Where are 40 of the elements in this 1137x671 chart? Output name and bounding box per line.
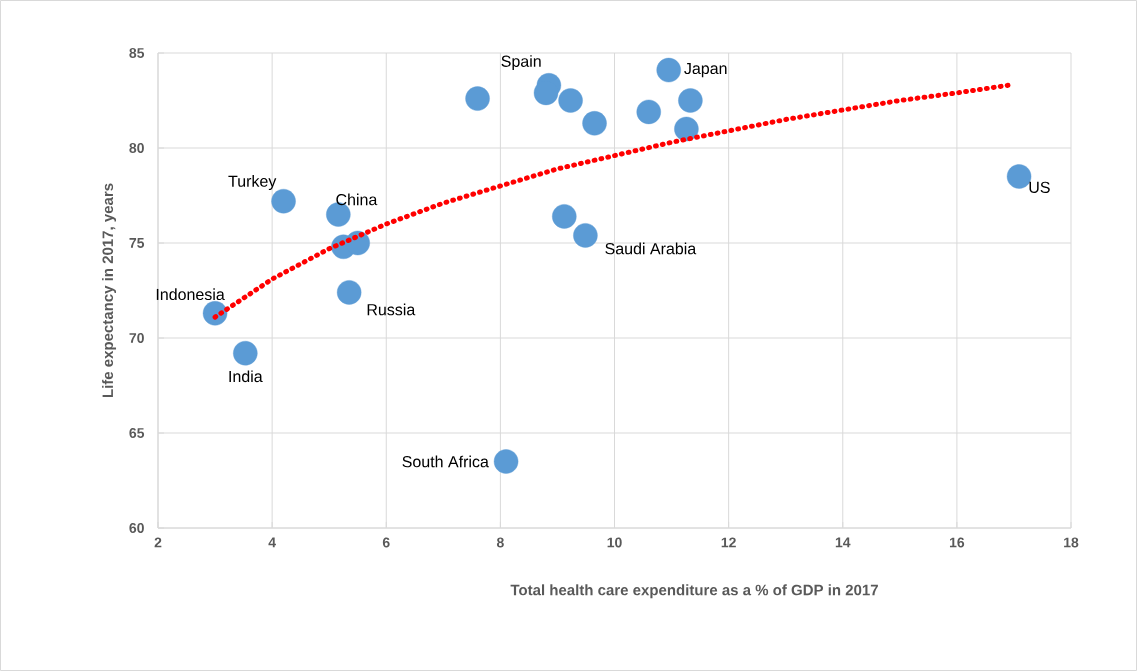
x-axis-title: Total health care expenditure as a % of GDP in 2017 xyxy=(510,584,878,599)
annotation: China xyxy=(336,193,378,206)
x-tick-label: 12 xyxy=(721,537,736,548)
point xyxy=(493,449,519,474)
point xyxy=(558,88,583,113)
annotation: Indonesia xyxy=(156,288,225,301)
x-tick-label: 10 xyxy=(607,537,622,548)
x-tick-label: 2 xyxy=(154,537,162,548)
point xyxy=(573,223,598,248)
y-tick-label: 80 xyxy=(129,143,144,153)
y-tick-label: 85 xyxy=(129,48,145,58)
point xyxy=(678,88,703,113)
annotation: India xyxy=(229,370,263,383)
y-tick-label: 65 xyxy=(129,428,145,438)
point xyxy=(552,204,577,229)
x-tick-label: 6 xyxy=(382,537,390,548)
annotation: South Africa xyxy=(402,455,489,468)
annotation: Spain xyxy=(501,55,541,71)
annotation: Japan xyxy=(684,62,727,78)
y-tick-label: 60 xyxy=(129,523,144,533)
x-tick-label: 16 xyxy=(949,537,965,548)
point xyxy=(582,111,607,136)
annotation: Turkey xyxy=(228,175,277,190)
point xyxy=(656,57,681,83)
point xyxy=(336,280,362,305)
point xyxy=(465,86,490,111)
point xyxy=(674,116,699,142)
y-tick-label: 70 xyxy=(129,333,144,343)
x-tick-label: 14 xyxy=(835,537,851,548)
annotation: Saudi Arabia xyxy=(605,242,697,255)
point xyxy=(271,188,296,214)
annotation: US xyxy=(1029,181,1050,194)
point xyxy=(233,340,258,366)
y-axis-title: Life expectancy in 2017, years xyxy=(102,183,117,398)
x-tick-label: 4 xyxy=(268,537,276,548)
annotation: Russia xyxy=(367,303,416,316)
x-tick-label: 18 xyxy=(1064,537,1079,548)
point xyxy=(636,99,661,125)
x-tick-label: 8 xyxy=(496,537,504,548)
y-tick-label: 75 xyxy=(129,238,145,248)
